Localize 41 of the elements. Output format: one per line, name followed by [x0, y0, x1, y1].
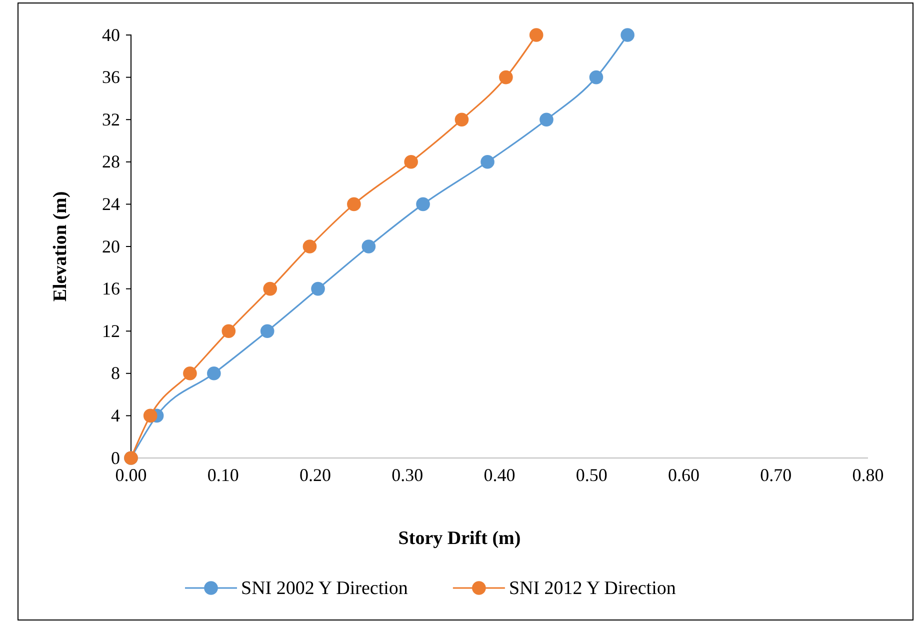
legend-label: SNI 2002 Y Direction [241, 578, 408, 599]
point [347, 197, 361, 212]
y-tick-label: 40 [102, 24, 120, 45]
y-tick-label: 8 [111, 363, 120, 384]
x-tick-label: 0.80 [852, 464, 884, 485]
x-tick-label: 0.10 [207, 464, 239, 485]
x-tick-label: 0.40 [484, 464, 516, 485]
point [454, 112, 469, 126]
y-tick-label: 20 [102, 236, 120, 256]
point [620, 28, 634, 42]
point [143, 408, 158, 423]
point [263, 282, 278, 296]
x-axis-title: Story Drift (m) [398, 528, 521, 549]
y-tick-label: 12 [102, 320, 120, 341]
y-axis-title: Elevation (m) [50, 191, 71, 302]
legend-label: SNI 2012 Y Direction [508, 578, 676, 599]
point [260, 324, 274, 338]
point [480, 155, 494, 169]
point [499, 70, 513, 84]
point [416, 197, 430, 212]
y-tick-label: 16 [102, 278, 120, 299]
x-tick-label: 0.60 [668, 464, 700, 485]
point [222, 324, 236, 338]
y-tick-label: 24 [102, 194, 120, 214]
y-tick-label: 4 [111, 405, 120, 426]
point [207, 366, 221, 380]
point [589, 70, 604, 84]
x-tick-label: 0.30 [392, 464, 424, 485]
x-tick-label: 0.50 [576, 464, 608, 485]
x-tick-label: 0.70 [760, 464, 792, 485]
point [540, 112, 554, 126]
y-tick-label: 28 [102, 152, 120, 172]
x-tick-label: 0.20 [300, 464, 331, 485]
point [302, 240, 317, 254]
point [362, 240, 376, 254]
point [404, 155, 418, 169]
y-tick-label: 32 [102, 109, 120, 130]
y-tick-label: 36 [102, 67, 120, 88]
point [529, 28, 544, 42]
point [183, 366, 197, 380]
point [311, 282, 325, 296]
